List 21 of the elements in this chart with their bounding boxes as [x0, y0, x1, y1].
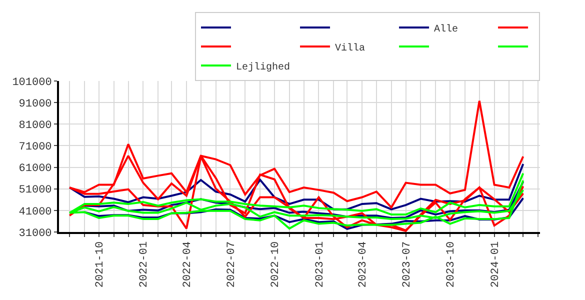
- y-tick-label: 31000: [18, 228, 52, 240]
- y-tick-label: 71000: [18, 142, 52, 154]
- x-tick-label: 2022-04: [182, 241, 194, 288]
- x-tick-label: 2023-07: [401, 241, 414, 288]
- y-tick-label: 61000: [18, 163, 52, 176]
- x-tick-label: 2022-10: [270, 241, 282, 288]
- y-tick-label: 91000: [18, 98, 52, 110]
- x-tick-label: 2023-10: [446, 241, 458, 288]
- legend-label: Alle: [434, 23, 458, 36]
- x-tick-label: 2022-07: [226, 241, 238, 288]
- y-tick-label: 51000: [18, 184, 52, 197]
- x-tick-label: 2023-04: [358, 241, 370, 288]
- x-tick-label: 2023-01: [314, 241, 326, 288]
- y-tick-label: 101000: [12, 76, 52, 89]
- legend-label: Villa: [335, 42, 366, 54]
- y-tick-label: 41000: [18, 206, 52, 218]
- x-tick-label: 2021-10: [94, 241, 106, 288]
- y-tick-label: 81000: [18, 120, 52, 132]
- x-tick-label: 2024-01: [490, 241, 502, 288]
- legend-label: Lejlighed: [236, 61, 290, 74]
- x-tick-label: 2022-01: [138, 241, 151, 288]
